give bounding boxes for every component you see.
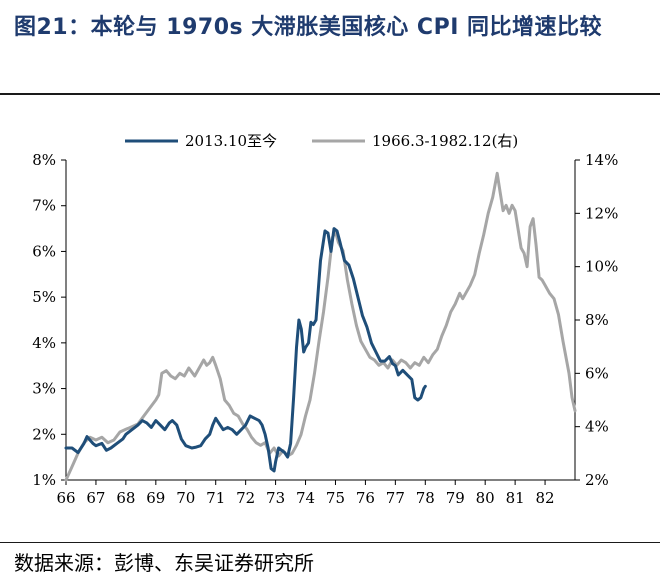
chart-legend: 2013.10至今 1966.3-1982.12(右): [125, 132, 518, 150]
x-tick-label: 79: [446, 489, 465, 507]
legend-label-2: 1966.3-1982.12(右): [372, 132, 518, 150]
y-right-tick-label: 8%: [585, 311, 609, 329]
y-right-tick-label: 12%: [585, 204, 618, 222]
y-left-tick-label: 7%: [32, 197, 56, 215]
y-left-tick-label: 4%: [32, 334, 56, 352]
top-divider: [0, 93, 660, 95]
chart-lines: [64, 171, 577, 482]
x-tick-label: 77: [386, 489, 405, 507]
series-line-1966-1982: [64, 171, 577, 482]
legend-label-1: 2013.10至今: [185, 132, 277, 150]
y-left-tick-label: 6%: [32, 242, 56, 260]
chart-axes: 1% 2% 3% 4% 5% 6% 7% 8% 2% 4% 6% 8% 10% 12% 14% 66 67 68 6…: [32, 151, 618, 507]
x-tick-label: 72: [236, 489, 255, 507]
x-tick-label: 81: [506, 489, 525, 507]
y-right-tick-label: 14%: [585, 151, 618, 169]
y-left-tick-label: 8%: [32, 151, 56, 169]
x-tick-label: 67: [86, 489, 105, 507]
x-tick-label: 75: [326, 489, 345, 507]
x-tick-label: 73: [266, 489, 285, 507]
x-tick-label: 68: [116, 489, 135, 507]
line-chart: 2013.10至今 1966.3-1982.12(右) 1% 2% 3% 4% 5% 6% 7…: [32, 132, 618, 507]
y-left-tick-label: 1%: [32, 471, 56, 489]
y-left-tick-label: 5%: [32, 288, 56, 306]
x-tick-label: 80: [476, 489, 495, 507]
x-tick-label: 69: [146, 489, 165, 507]
x-tick-label: 70: [176, 489, 195, 507]
bottom-divider: [0, 542, 660, 543]
y-right-tick-label: 10%: [585, 258, 618, 276]
x-tick-label: 71: [206, 489, 225, 507]
x-tick-label: 66: [56, 489, 75, 507]
y-left-tick-label: 2%: [32, 425, 56, 443]
x-tick-label: 76: [356, 489, 375, 507]
y-right-tick-label: 6%: [585, 364, 609, 382]
x-tick-label: 74: [296, 489, 315, 507]
x-tick-label: 82: [536, 489, 555, 507]
y-right-tick-label: 2%: [585, 471, 609, 489]
source-note: 数据来源：彭博、东吴证券研究所: [14, 551, 314, 575]
y-left-tick-label: 3%: [32, 380, 56, 398]
y-right-tick-label: 4%: [585, 418, 609, 436]
series-line-2013-now: [64, 227, 427, 473]
figure-title: 图21：本轮与 1970s 大滞胀美国核心 CPI 同比增速比较: [14, 15, 603, 40]
x-tick-label: 78: [416, 489, 435, 507]
